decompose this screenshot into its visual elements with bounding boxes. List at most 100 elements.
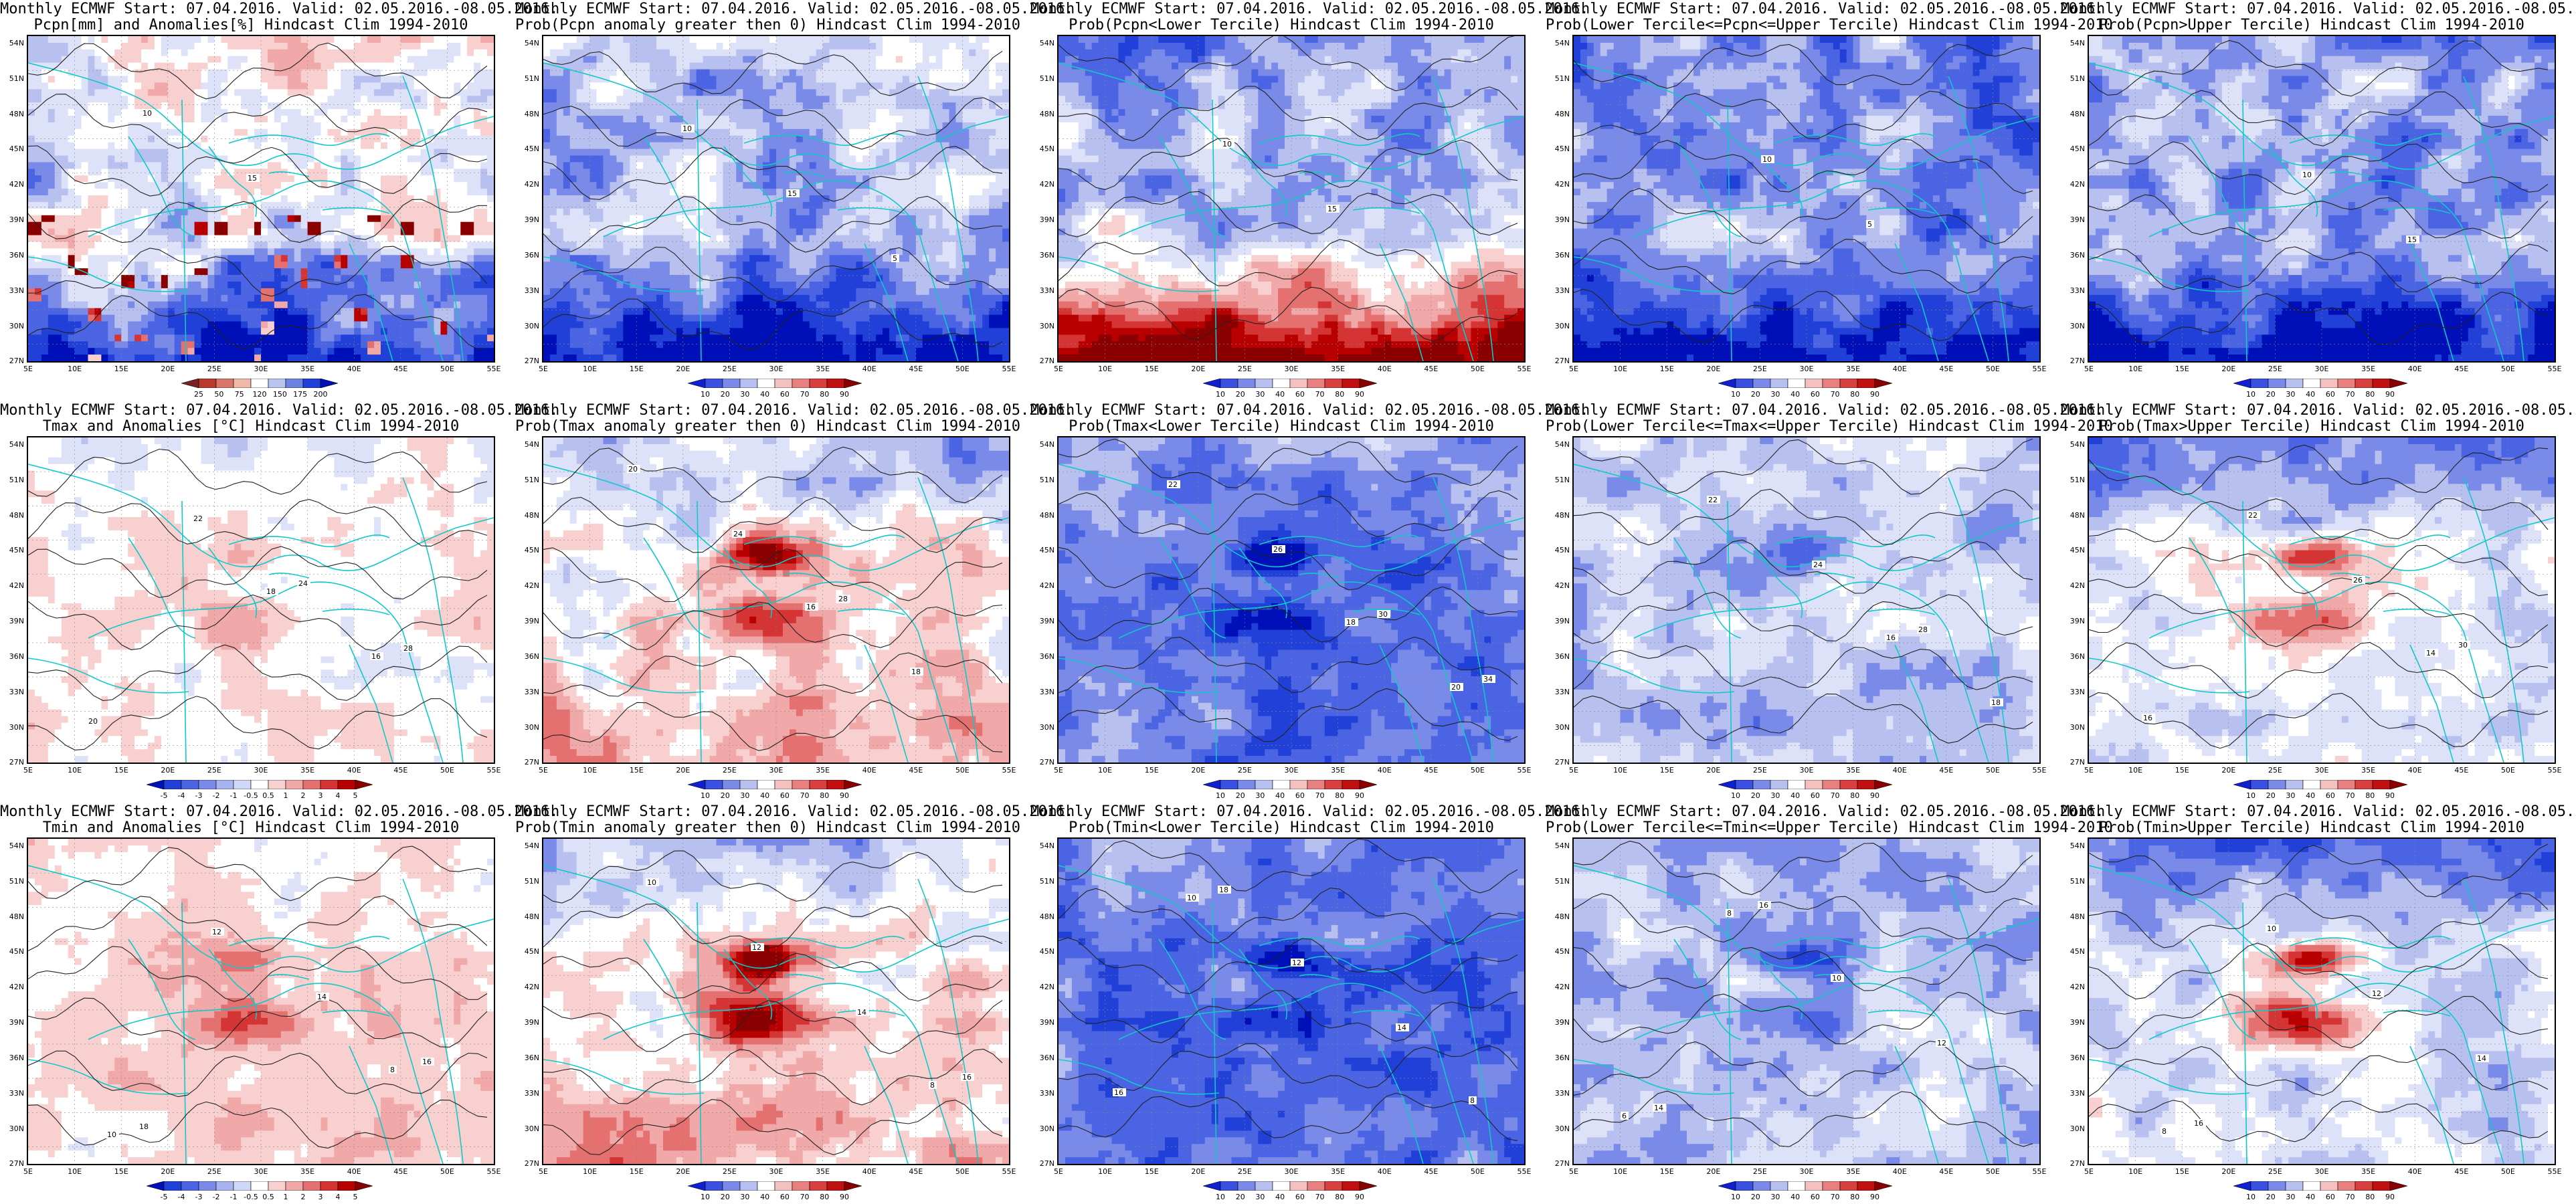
coastline bbox=[2329, 171, 2371, 177]
graticule bbox=[1574, 839, 2039, 1164]
coastline bbox=[543, 464, 1009, 571]
colorbar-swatch bbox=[2233, 379, 2251, 388]
longitude-label: 5E bbox=[1054, 766, 1063, 775]
longitude-label: 5E bbox=[2084, 1167, 2094, 1176]
map-canvas: 8 10 12 14 16 18 bbox=[1059, 839, 1524, 1164]
map-canvas: 10 15 bbox=[2089, 36, 2555, 361]
shaded-field bbox=[1059, 36, 1524, 361]
colorbar-swatch bbox=[1203, 379, 1221, 388]
longitude-label: 40E bbox=[2408, 766, 2422, 775]
colorbar-tick-label: 10 bbox=[701, 390, 710, 399]
map-canvas: 18 16 20 22 24 28 bbox=[28, 437, 494, 763]
longitude-label: 25E bbox=[723, 365, 737, 373]
colorbar-swatch bbox=[181, 379, 199, 388]
contour-label: 16 bbox=[2194, 1119, 2203, 1128]
latitude-label: 54N bbox=[1548, 440, 1570, 449]
colorbar-tick-label: 80 bbox=[820, 791, 829, 800]
longitude-label: 5E bbox=[1569, 766, 1578, 775]
coastline bbox=[1574, 1059, 1735, 1095]
colorbar-tick-label: 200 bbox=[314, 390, 328, 399]
latitude-label: 42N bbox=[3, 581, 24, 590]
colorbar-swatch bbox=[320, 379, 338, 388]
latitude-label: 39N bbox=[1033, 1018, 1054, 1027]
colorbar-swatches bbox=[2233, 780, 2407, 789]
longitude-label: 25E bbox=[207, 365, 221, 373]
contour-label: 15 bbox=[788, 189, 797, 198]
coastline bbox=[1238, 146, 1287, 217]
longitude-label: 20E bbox=[1191, 365, 1205, 373]
contour-label-bg bbox=[837, 595, 850, 603]
colorbar-swatch bbox=[722, 780, 741, 789]
colorbar-tick-label: 90 bbox=[1355, 1193, 1364, 1201]
longitude-label: 25E bbox=[1753, 365, 1767, 373]
longitude-label: 35E bbox=[816, 1167, 830, 1176]
contour-label: 22 bbox=[2248, 511, 2258, 520]
longitude-label: 45E bbox=[393, 1167, 407, 1176]
colorbar-swatch bbox=[1718, 1181, 1736, 1191]
latitude-label: 39N bbox=[518, 215, 539, 224]
country-border bbox=[1212, 99, 1217, 361]
latitude-label: 33N bbox=[1548, 1089, 1570, 1098]
contour-label: 10 bbox=[1762, 155, 1772, 164]
colorbar-swatch bbox=[1255, 1181, 1273, 1191]
longitude-label: 15E bbox=[1660, 1167, 1674, 1176]
coastline bbox=[1299, 171, 1340, 177]
colorbar-tick-label: 50 bbox=[214, 390, 223, 399]
coastline bbox=[723, 948, 772, 1020]
latitude-label: 36N bbox=[518, 652, 539, 661]
contour-label: 10 bbox=[143, 109, 152, 118]
colorbar-tick-label: 10 bbox=[2246, 390, 2256, 399]
longitude-label: 45E bbox=[1939, 365, 1953, 373]
contour-label-bg bbox=[751, 943, 764, 951]
contour-label: 10 bbox=[1187, 894, 1196, 902]
colorbar-tick-label: 90 bbox=[1870, 791, 1879, 800]
longitude-label: 5E bbox=[1569, 365, 1578, 373]
latitude-label: 42N bbox=[2063, 983, 2085, 991]
coastline bbox=[2089, 865, 2555, 973]
longitude-label: 20E bbox=[2221, 365, 2235, 373]
country-border bbox=[2409, 243, 2454, 361]
colorbar-tick-label: 60 bbox=[780, 390, 790, 399]
latitude-label: 39N bbox=[1033, 617, 1054, 625]
contour-lines bbox=[1574, 43, 2033, 343]
contour-label-bg bbox=[1726, 909, 1734, 917]
longitude-label: 55E bbox=[2033, 365, 2047, 373]
colorbar-swatch bbox=[2268, 1181, 2286, 1191]
colorbar-swatch bbox=[2389, 379, 2407, 388]
colorbar-tick-label: 20 bbox=[1751, 791, 1760, 800]
colorbar-swatch bbox=[1770, 780, 1788, 789]
colorbar-swatch bbox=[2285, 780, 2304, 789]
country-border bbox=[1894, 1045, 1939, 1164]
colorbar-swatch bbox=[705, 1181, 723, 1191]
longitude-label: 25E bbox=[1238, 1167, 1252, 1176]
longitude-label: 30E bbox=[1285, 766, 1299, 775]
latitude-label: 27N bbox=[1033, 758, 1054, 767]
colorbar-tick-label: 2 bbox=[301, 1193, 306, 1201]
colorbar-swatch bbox=[147, 780, 165, 789]
colorbar-swatch bbox=[1307, 1181, 1325, 1191]
coastline bbox=[28, 658, 189, 694]
longitude-label: 45E bbox=[2454, 766, 2468, 775]
map-canvas: 8 10 12 14 16 bbox=[2089, 839, 2555, 1164]
contour-label: 22 bbox=[1708, 496, 1718, 504]
coastline bbox=[743, 936, 905, 949]
contour-label: 18 bbox=[1346, 618, 1356, 627]
latitude-label: 36N bbox=[1548, 652, 1570, 661]
longitude-label: 20E bbox=[1706, 1167, 1720, 1176]
longitude-label: 45E bbox=[1424, 1167, 1438, 1176]
latitude-label: 30N bbox=[2063, 322, 2085, 330]
colorbar-swatch bbox=[268, 780, 286, 789]
panel-title-line1: Monthly ECMWF Start: 07.04.2016. Valid: … bbox=[1546, 1, 2104, 17]
map-canvas: 18 20 22 26 30 34 bbox=[1059, 437, 1524, 763]
coastline bbox=[1948, 76, 2009, 361]
contour-label: 20 bbox=[1451, 683, 1461, 692]
coastline bbox=[1238, 948, 1287, 1020]
colorbar-swatch bbox=[739, 780, 758, 789]
longitude-label: 35E bbox=[1331, 1167, 1345, 1176]
colorbar-tick-label: 1 bbox=[284, 1193, 288, 1201]
coastline bbox=[268, 974, 310, 980]
contour-label: 30 bbox=[2458, 641, 2468, 649]
coastline bbox=[1673, 938, 1742, 1040]
latitude-label: 27N bbox=[3, 1159, 24, 1168]
colorbar-tick-label: 70 bbox=[1831, 1193, 1840, 1201]
